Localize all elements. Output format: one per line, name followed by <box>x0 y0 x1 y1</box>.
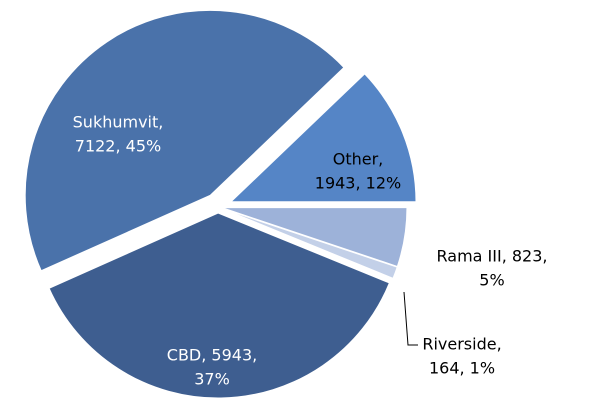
data-label: 164, 1% <box>429 359 495 378</box>
leader-line <box>403 291 418 346</box>
pie-slice <box>24 9 345 272</box>
data-label: 1943, 12% <box>315 174 401 193</box>
data-label: Other, <box>333 150 384 169</box>
data-label: CBD, 5943, <box>167 346 257 365</box>
pie-slice <box>221 207 408 268</box>
data-label: 5% <box>479 271 504 290</box>
pie-slice <box>221 207 398 279</box>
data-label: Rama III, 823, <box>437 247 548 266</box>
data-label: Sukhumvit, <box>73 113 164 132</box>
data-label: 37% <box>194 370 230 389</box>
pie-slice <box>48 212 391 399</box>
data-label: Riverside, <box>422 335 501 354</box>
pie-slice <box>229 73 417 203</box>
data-label: 7122, 45% <box>75 137 161 156</box>
